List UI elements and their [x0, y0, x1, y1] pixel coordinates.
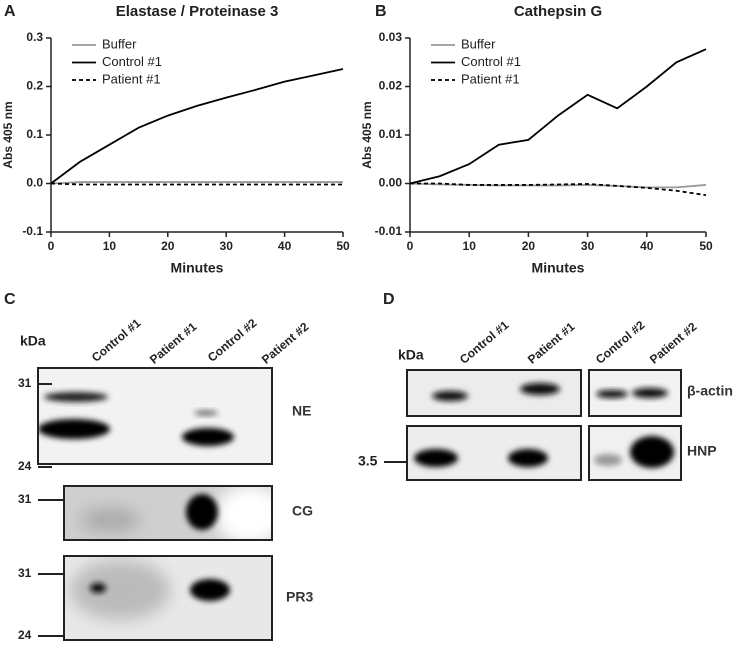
marker-label: 31	[18, 566, 32, 580]
x-tick-label: 0	[407, 239, 414, 253]
blot-image	[407, 370, 581, 416]
lane-label: Control #1	[89, 316, 144, 365]
legend-label: Patient #1	[102, 71, 161, 86]
blot-frame	[63, 555, 273, 641]
legend-label: Buffer	[461, 36, 496, 51]
panel-letter: D	[383, 291, 395, 308]
x-tick-label: 20	[522, 239, 536, 253]
marker-label: 31	[18, 376, 32, 390]
blot-frame	[406, 369, 582, 417]
panel-letter: B	[375, 3, 387, 20]
x-tick-label: 30	[220, 239, 234, 253]
x-tick-label: 20	[161, 239, 175, 253]
marker-label: 24	[18, 628, 32, 642]
blot-image	[589, 370, 681, 416]
lane-labels: Control #1 Patient #1 Control #2 Patient…	[89, 316, 312, 367]
x-tick-label: 10	[103, 239, 117, 253]
marker-label: 24	[18, 459, 32, 473]
blot-frame	[37, 367, 273, 465]
unit-label: kDa	[398, 347, 424, 363]
mw-markers: 31 24 31 31 24	[18, 376, 64, 642]
blot-image	[64, 486, 272, 540]
x-tick-label: 10	[463, 239, 477, 253]
lane-label: Control #1	[457, 318, 512, 367]
lane-labels: Control #1 Patient #1 Control #2 Patient…	[457, 318, 700, 367]
lane-label: Patient #2	[259, 319, 312, 366]
blot-image	[589, 426, 681, 480]
lane-label: Patient #1	[525, 319, 578, 366]
y-axis-label: Abs 405 nm	[1, 101, 15, 168]
row-label: CG	[292, 503, 313, 519]
legend-label: Control #1	[102, 54, 162, 69]
blot-frame	[406, 425, 582, 481]
x-tick-label: 50	[699, 239, 713, 253]
blot-image	[64, 556, 272, 640]
marker-label: 31	[18, 492, 32, 506]
y-tick-label: 0.2	[26, 79, 43, 93]
y-tick-label: 0.0	[26, 176, 43, 190]
lane-label: Control #2	[593, 318, 648, 367]
y-tick-label: -0.01	[375, 224, 403, 238]
lane-label: Control #2	[205, 316, 260, 365]
row-label: HNP	[687, 443, 717, 459]
x-axis-label: Minutes	[171, 260, 224, 276]
legend-label: Control #1	[461, 54, 521, 69]
y-axis-label: Abs 405 nm	[360, 101, 374, 168]
marker-label: 3.5	[358, 453, 378, 469]
blot-frame	[63, 485, 273, 541]
x-tick-label: 0	[48, 239, 55, 253]
lane-label: Patient #1	[147, 319, 200, 366]
y-tick-label: 0.3	[26, 30, 43, 44]
series-line	[50, 68, 344, 185]
y-tick-label: 0.00	[379, 176, 403, 190]
series-line	[409, 48, 707, 185]
x-axis-label: Minutes	[532, 260, 585, 276]
x-tick-label: 50	[336, 239, 350, 253]
x-tick-label: 40	[640, 239, 654, 253]
chart-title: Elastase / Proteinase 3	[116, 3, 279, 20]
legend-label: Patient #1	[461, 71, 520, 86]
y-tick-label: 0.03	[379, 30, 403, 44]
lane-label: Patient #2	[647, 319, 700, 366]
y-tick-label: 0.01	[379, 127, 403, 141]
y-tick-label: 0.1	[26, 127, 43, 141]
series-line	[50, 182, 343, 186]
y-tick-label: 0.02	[379, 79, 403, 93]
series-line	[410, 182, 707, 197]
chart-title: Cathepsin G	[514, 3, 602, 20]
x-tick-label: 30	[581, 239, 595, 253]
row-label: PR3	[286, 589, 313, 605]
y-tick-label: -0.1	[22, 224, 43, 238]
series-line	[50, 181, 343, 185]
blot-frame	[588, 425, 682, 481]
panel-letter: A	[4, 3, 16, 20]
unit-label: kDa	[20, 333, 46, 349]
row-label: NE	[292, 403, 311, 419]
blot-frame	[588, 369, 682, 417]
row-label: β-actin	[687, 383, 733, 399]
blot-image	[38, 368, 272, 464]
blot-image	[407, 426, 581, 480]
panel-letter: C	[4, 291, 16, 308]
legend-label: Buffer	[102, 36, 137, 51]
x-tick-label: 40	[278, 239, 292, 253]
